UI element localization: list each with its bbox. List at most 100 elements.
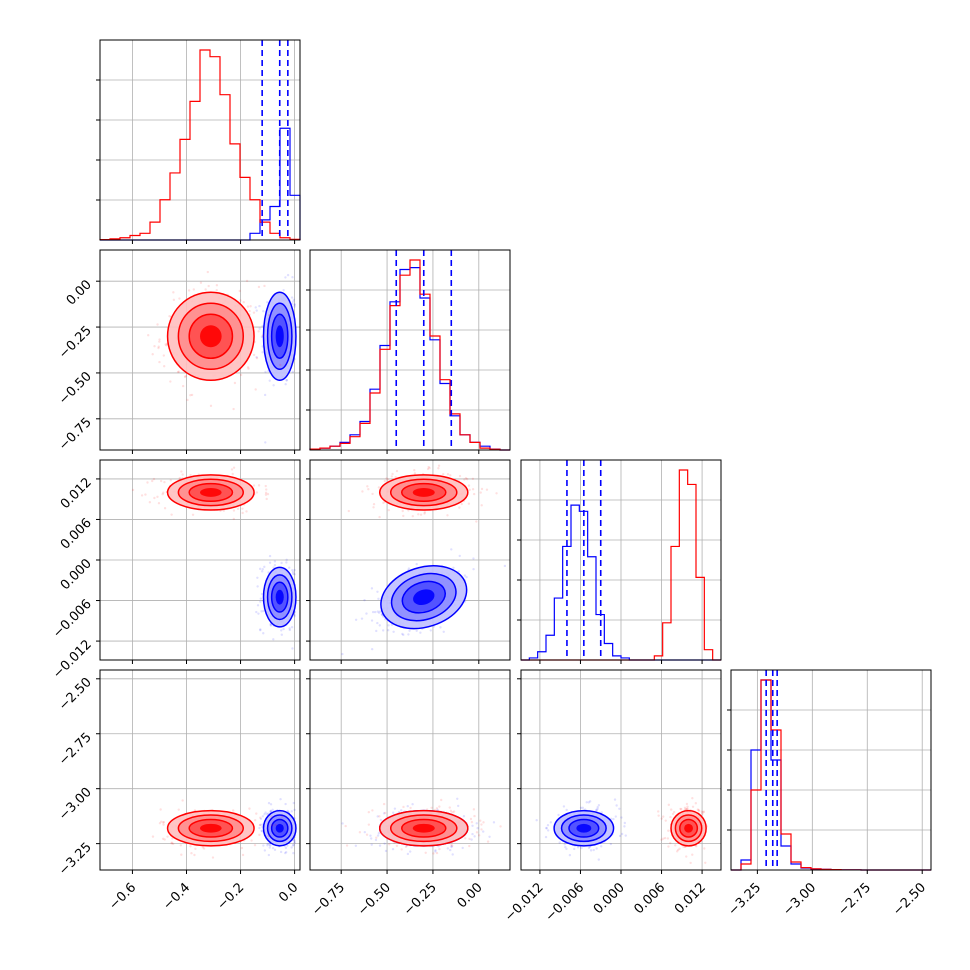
sample-point	[589, 849, 593, 852]
sample-point	[381, 629, 385, 632]
sample-point	[691, 853, 694, 856]
gridlines	[521, 670, 721, 870]
y-tick-label: 0.00	[64, 277, 95, 308]
sample-point	[165, 344, 168, 347]
sample-point	[269, 803, 273, 806]
sample-point	[344, 824, 347, 828]
sample-point	[365, 833, 369, 836]
sample-point	[392, 811, 395, 814]
sample-point	[286, 273, 290, 277]
sample-point	[189, 394, 192, 397]
sample-point	[293, 839, 296, 842]
sample-point	[172, 298, 176, 302]
sample-point	[193, 853, 196, 857]
sample-point	[164, 343, 167, 346]
sample-point	[614, 815, 617, 818]
sample-point	[261, 815, 265, 818]
sample-point	[265, 488, 268, 491]
sample-point	[378, 624, 381, 627]
sample-point	[358, 831, 362, 834]
density-fill	[275, 823, 284, 833]
sample-point	[260, 570, 264, 573]
sample-point	[432, 852, 435, 855]
sample-point	[245, 279, 249, 283]
sample-point	[387, 629, 390, 632]
x-tick-label: −0.2	[214, 880, 247, 913]
sample-point	[391, 472, 394, 476]
density-series-a	[262, 809, 297, 847]
sample-point	[535, 819, 538, 822]
sample-point	[255, 491, 259, 494]
sample-point	[461, 846, 464, 850]
sample-point	[262, 844, 265, 847]
sample-point	[437, 464, 441, 467]
sample-point	[472, 808, 476, 811]
sample-point	[288, 627, 291, 630]
sample-point	[259, 600, 262, 603]
sample-point	[469, 817, 473, 821]
sample-point	[273, 560, 277, 563]
sample-point	[258, 823, 262, 827]
sample-point	[695, 845, 698, 848]
density-fill	[684, 823, 693, 833]
x-tick-label: −0.006	[543, 880, 588, 925]
sample-point	[147, 334, 150, 337]
sample-point	[293, 305, 296, 308]
sample-point	[181, 384, 185, 388]
sample-point	[401, 509, 404, 513]
sample-point	[503, 564, 507, 568]
sample-point	[394, 475, 397, 479]
sample-point	[274, 823, 277, 827]
sample-point	[545, 827, 548, 830]
sample-point	[209, 404, 213, 408]
sample-point	[465, 575, 468, 579]
sample-point	[546, 829, 550, 832]
sample-point	[268, 379, 271, 382]
sample-point	[267, 571, 270, 574]
contour	[266, 574, 293, 621]
sample-point	[238, 289, 241, 293]
scatter-content	[341, 464, 507, 656]
sample-point	[683, 806, 687, 810]
sample-point	[596, 807, 599, 811]
sample-point	[263, 284, 266, 288]
sample-point	[430, 806, 433, 809]
sample-point	[407, 567, 411, 570]
sample-point	[266, 844, 269, 847]
y-tick-label: −3.25	[56, 840, 95, 879]
panel-frame	[99, 39, 301, 241]
sample-point	[475, 520, 478, 523]
sample-point	[595, 847, 598, 850]
sample-point	[674, 844, 677, 847]
sample-point	[387, 624, 390, 627]
contour	[262, 291, 297, 382]
sample-point	[480, 828, 483, 831]
sample-point	[161, 821, 165, 824]
histogram-panel-p2	[517, 459, 722, 664]
sample-point	[269, 810, 273, 813]
contour	[389, 814, 458, 843]
sample-point	[669, 841, 672, 845]
sample-point	[291, 844, 295, 847]
sample-point	[291, 570, 295, 574]
sample-point	[261, 351, 264, 354]
sample-point	[470, 820, 474, 824]
sample-point	[280, 815, 284, 818]
sample-point	[265, 812, 269, 816]
sample-point	[377, 832, 381, 835]
sample-point	[257, 612, 260, 615]
sample-point	[439, 626, 442, 629]
sample-point	[157, 502, 161, 505]
sample-point	[417, 513, 420, 516]
sample-point	[256, 585, 259, 588]
contour	[400, 482, 447, 502]
sample-point	[166, 835, 169, 838]
sample-point	[696, 808, 700, 811]
sample-point	[264, 370, 267, 374]
contour	[188, 313, 234, 360]
sample-point	[372, 503, 376, 506]
sample-point	[480, 504, 483, 507]
sample-point	[279, 850, 283, 854]
sample-point	[375, 836, 378, 839]
